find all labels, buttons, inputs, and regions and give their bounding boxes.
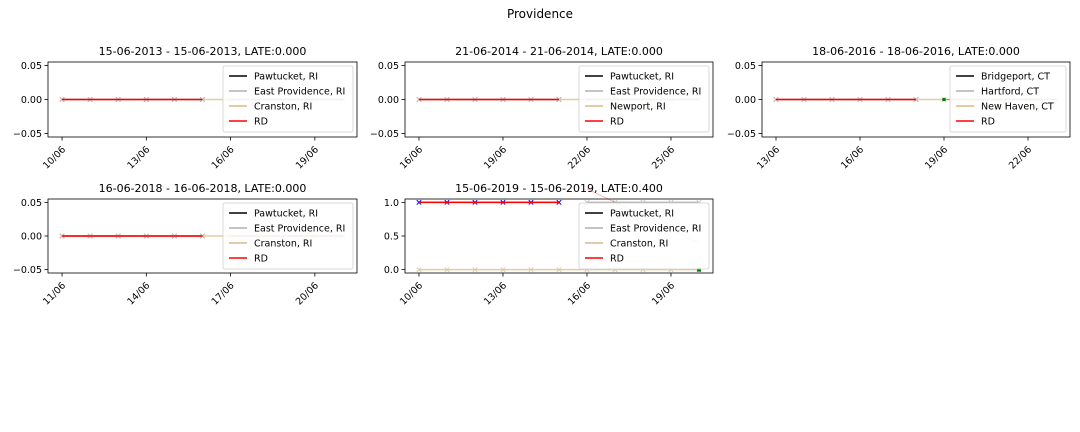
legend-entry: East Providence, RI	[254, 224, 345, 235]
legend-entry: RD	[610, 117, 624, 128]
y-tick-label: −0.05	[370, 129, 399, 140]
legend-entry: Pawtucket, RI	[610, 209, 674, 220]
legend-entry: Cranston, RI	[610, 239, 668, 250]
x-tick-label: 19/06	[294, 144, 321, 171]
subplot-4: 16-06-2018 - 16-06-2018, LATE:0.000 0.05 0…	[13, 182, 358, 307]
x-tick-label: 11/06	[41, 280, 68, 307]
legend-box	[222, 202, 354, 270]
y-tick-label: 0.05	[735, 61, 756, 72]
y-tick-label: 0.00	[21, 95, 42, 106]
axes-frame	[47, 198, 358, 274]
x-tick-label: 16/06	[566, 280, 593, 307]
axes-frame	[404, 198, 714, 274]
y-tick-label: 1.0	[384, 198, 399, 209]
x-tick-label: 13/06	[755, 144, 782, 171]
legend-entry: East Providence, RI	[610, 224, 701, 235]
subplot-title: 15-06-2019 - 15-06-2019, LATE:0.400	[455, 182, 663, 195]
data-point-marker	[528, 267, 534, 273]
y-tick-label: −0.05	[13, 265, 42, 276]
legend-entry: Cranston, RI	[254, 239, 312, 250]
legend-box	[578, 202, 710, 270]
x-tick-label: 20/06	[294, 280, 321, 307]
legend-entry: Pawtucket, RI	[610, 72, 674, 83]
y-tick-label: 0.05	[21, 198, 42, 209]
subplot-1: 15-06-2013 - 15-06-2013, LATE:0.000 0.05 0…	[13, 45, 358, 171]
x-tick-label: 17/06	[210, 280, 237, 307]
legend-entry: Pawtucket, RI	[254, 72, 318, 83]
data-point-marker	[500, 267, 506, 273]
x-tick-label: 13/06	[125, 144, 152, 171]
x-tick-label: 10/06	[398, 280, 425, 307]
y-tick-label: 0.00	[735, 95, 756, 106]
y-tick-label: 0.0	[384, 265, 399, 276]
y-tick-label: 0.05	[21, 61, 42, 72]
legend-entry: RD	[254, 254, 268, 265]
subplot-5: 15-06-2019 - 15-06-2019, LATE:0.400 1.0 0.…	[384, 182, 714, 307]
legend-entry: Cranston, RI	[254, 102, 312, 113]
axes-frame	[761, 61, 1071, 138]
legend-box	[222, 65, 354, 133]
axes-frame	[404, 61, 714, 138]
subplot-title: 18-06-2016 - 18-06-2016, LATE:0.000	[812, 45, 1020, 58]
legend-entry: RD	[254, 117, 268, 128]
y-tick-label: 0.5	[384, 232, 399, 243]
axes-frame	[47, 61, 358, 138]
data-point-marker	[472, 267, 478, 273]
x-tick-label: 22/06	[566, 144, 593, 171]
y-tick-label: 0.05	[378, 61, 399, 72]
legend-entry: Bridgeport, CT	[981, 72, 1050, 83]
x-tick-label: 25/06	[650, 144, 677, 171]
subplot-title: 15-06-2013 - 15-06-2013, LATE:0.000	[99, 45, 307, 58]
subplot-title: 16-06-2018 - 16-06-2018, LATE:0.000	[99, 182, 307, 195]
x-tick-label: 19/06	[482, 144, 509, 171]
x-tick-label: 10/06	[41, 144, 68, 171]
legend-entry: Pawtucket, RI	[254, 209, 318, 220]
subplot-3: 18-06-2016 - 18-06-2016, LATE:0.000 0.05 0…	[727, 45, 1071, 171]
y-tick-label: −0.05	[727, 129, 756, 140]
x-tick-label: 19/06	[923, 144, 950, 171]
y-tick-label: 0.00	[21, 232, 42, 243]
legend-entry: East Providence, RI	[610, 87, 701, 98]
legend-entry: RD	[610, 254, 624, 265]
x-tick-label: 16/06	[398, 144, 425, 171]
legend-entry: Hartford, CT	[981, 87, 1039, 98]
legend-entry: RD	[981, 117, 995, 128]
split-marker	[942, 97, 946, 102]
x-tick-label: 13/06	[482, 280, 509, 307]
legend-box	[578, 65, 710, 133]
x-tick-label: 16/06	[839, 144, 866, 171]
y-tick-label: −0.05	[13, 129, 42, 140]
legend-entry: East Providence, RI	[254, 87, 345, 98]
x-tick-label: 19/06	[650, 280, 677, 307]
subplot-title: 21-06-2014 - 21-06-2014, LATE:0.000	[455, 45, 663, 58]
data-point-marker	[416, 267, 422, 273]
figure-title: Providence	[506, 7, 574, 21]
legend-entry: New Haven, CT	[981, 102, 1054, 113]
subplot-2: 21-06-2014 - 21-06-2014, LATE:0.000 0.05 0…	[370, 45, 714, 171]
y-tick-label: 0.00	[378, 95, 399, 106]
data-point-marker	[556, 267, 562, 273]
data-point-marker	[444, 267, 450, 273]
legend-entry: Newport, RI	[610, 102, 666, 113]
legend-box	[949, 65, 1067, 133]
x-tick-label: 14/06	[125, 280, 152, 307]
x-tick-label: 16/06	[210, 144, 237, 171]
split-marker	[697, 267, 701, 272]
x-tick-label: 22/06	[1007, 144, 1034, 171]
